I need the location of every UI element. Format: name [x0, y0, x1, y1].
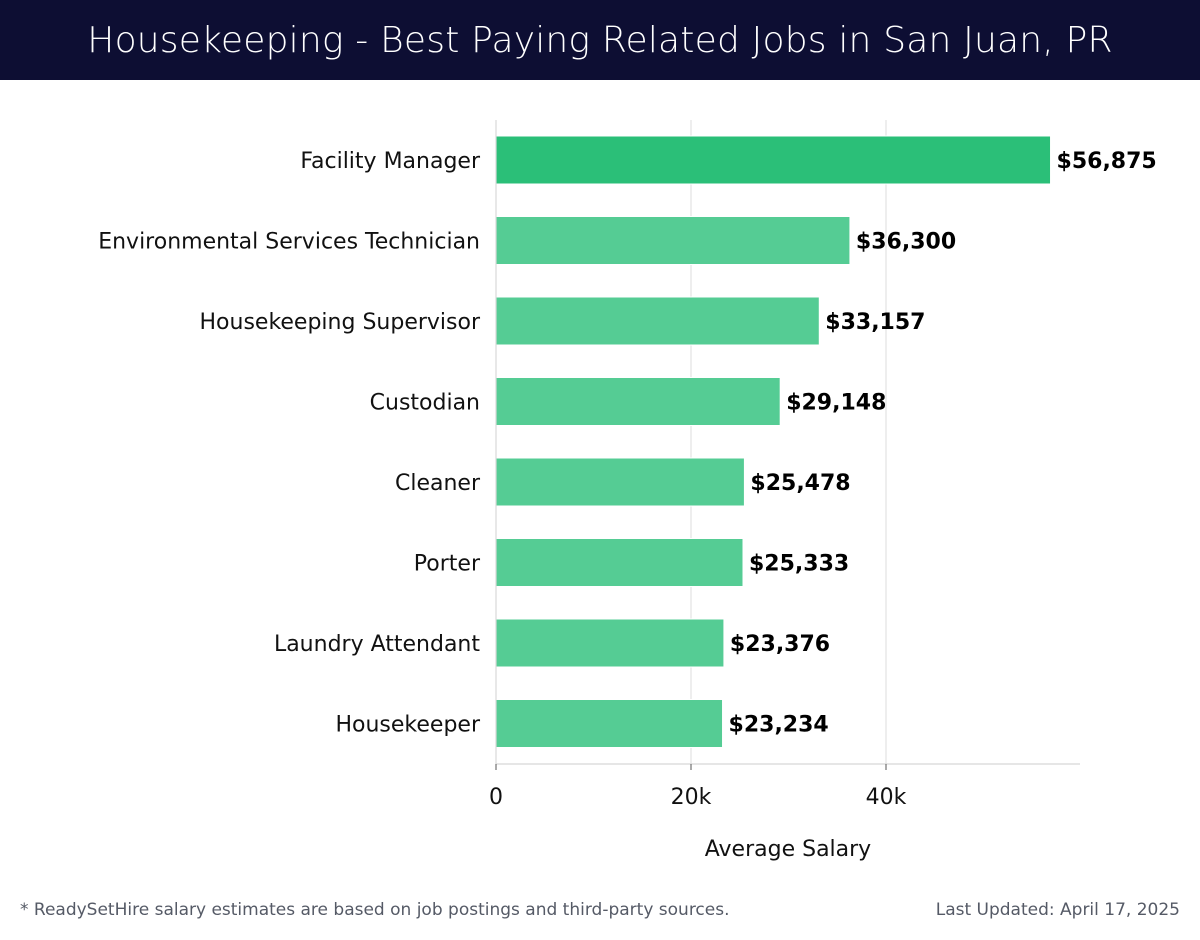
data-label: $29,148 [786, 391, 886, 416]
category-label: Facility Manager [300, 149, 481, 174]
data-label: $23,376 [730, 632, 830, 657]
data-label: $56,875 [1057, 149, 1157, 174]
x-tick-label: 40k [866, 785, 907, 810]
bar [495, 457, 745, 507]
bar [495, 296, 820, 346]
category-label: Environmental Services Technician [98, 230, 480, 255]
data-label: $33,157 [825, 310, 925, 335]
bar [495, 135, 1052, 185]
bar [495, 216, 851, 265]
category-label: Custodian [370, 391, 480, 416]
x-tick-label: 20k [671, 785, 712, 810]
category-label: Housekeeper [335, 713, 480, 738]
title-bar: Housekeeping - Best Paying Related Jobs … [0, 0, 1200, 80]
data-label: $25,333 [749, 552, 849, 577]
bar [495, 377, 781, 426]
category-label: Laundry Attendant [274, 632, 480, 657]
x-tick-label: 0 [489, 785, 503, 810]
data-label: $25,478 [750, 471, 850, 496]
x-axis-title: Average Salary [705, 837, 871, 862]
last-updated: Last Updated: April 17, 2025 [935, 900, 1180, 920]
chart-title: Housekeeping - Best Paying Related Jobs … [87, 19, 1113, 61]
category-label: Cleaner [395, 471, 481, 496]
category-label: Porter [414, 552, 481, 577]
bar [495, 538, 744, 587]
footer-note: * ReadySetHire salary estimates are base… [20, 900, 730, 920]
category-label: Housekeeping Supervisor [200, 310, 481, 335]
bar-chart: $56,875 Facility Manager $36,300 Environmen… [98, 120, 1157, 862]
bar [495, 699, 724, 748]
data-label: $23,234 [729, 713, 829, 738]
bar [495, 618, 725, 668]
data-label: $36,300 [856, 230, 956, 255]
